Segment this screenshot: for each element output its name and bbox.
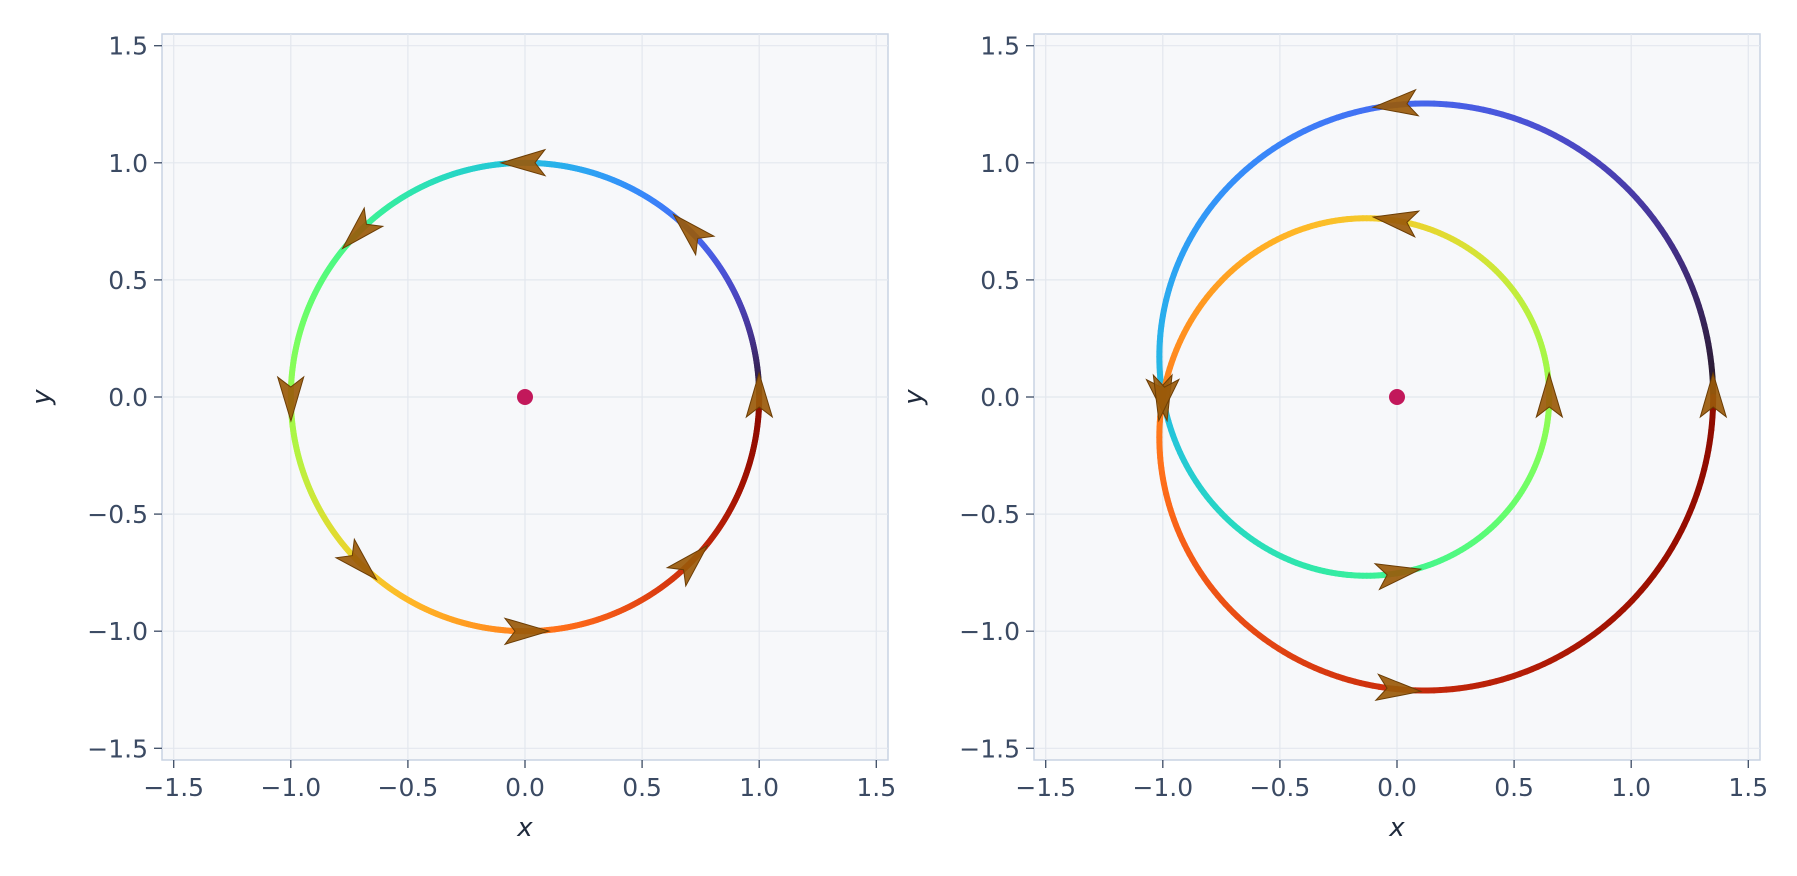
x-tick-label: 0.0 bbox=[1377, 773, 1417, 802]
y-axis-label: y bbox=[27, 389, 57, 406]
center-point bbox=[517, 389, 533, 405]
direction-arrows bbox=[276, 148, 774, 646]
x-tick-label: −1.5 bbox=[143, 773, 204, 802]
x-tick-label: 1.0 bbox=[1611, 773, 1651, 802]
x-tick-label: 0.5 bbox=[1494, 773, 1534, 802]
y-tick-label: −0.5 bbox=[959, 500, 1020, 529]
y-tick-label: 0.0 bbox=[108, 383, 148, 412]
chart-panel-right: −1.5 −1.0 −0.5 0.0 0.5 1.0 1.5 −1.5 −1.0 −0.5 0.0 0… bbox=[899, 32, 1768, 843]
direction-arrow bbox=[672, 213, 716, 257]
y-tick-label: 1.0 bbox=[108, 149, 148, 178]
y-tick-label: 0.5 bbox=[108, 266, 148, 295]
x-tick-label: −1.0 bbox=[260, 773, 321, 802]
direction-arrow bbox=[745, 371, 774, 419]
y-tick-label: 1.5 bbox=[108, 32, 148, 61]
y-tick-label: −1.0 bbox=[959, 617, 1020, 646]
direction-arrow bbox=[499, 148, 547, 177]
y-tick-label: 0.5 bbox=[980, 266, 1020, 295]
x-tick-label: 1.0 bbox=[739, 773, 779, 802]
x-axis-label: x bbox=[1388, 813, 1405, 843]
y-axis-label: y bbox=[899, 389, 929, 406]
y-tick-label: −0.5 bbox=[87, 500, 148, 529]
direction-arrow bbox=[341, 206, 385, 250]
chart-panel-left: −1.5 −1.0 −0.5 0.0 0.5 1.0 1.5 −1.5 −1.0 −0.5 0.0 0… bbox=[27, 32, 896, 843]
y-tick-label: −1.5 bbox=[959, 734, 1020, 763]
direction-arrow bbox=[503, 617, 551, 646]
direction-arrow bbox=[276, 375, 305, 423]
x-axis-label: x bbox=[516, 813, 533, 843]
direction-arrow bbox=[1371, 88, 1420, 117]
x-tick-label: 0.0 bbox=[505, 773, 545, 802]
x-tick-label: −1.5 bbox=[1015, 773, 1076, 802]
x-tick-label: 1.5 bbox=[1728, 773, 1768, 802]
direction-arrow bbox=[334, 537, 378, 581]
direction-arrow bbox=[1374, 673, 1423, 702]
direction-arrow bbox=[1371, 210, 1421, 238]
direction-arrow bbox=[665, 544, 709, 588]
x-tick-label: 0.5 bbox=[622, 773, 662, 802]
y-tick-label: 1.5 bbox=[980, 32, 1020, 61]
center-point bbox=[1389, 389, 1405, 405]
x-tick-label: −0.5 bbox=[378, 773, 439, 802]
y-tick-label: −1.0 bbox=[87, 617, 148, 646]
y-tick-label: 1.0 bbox=[980, 149, 1020, 178]
x-tick-label: −1.0 bbox=[1132, 773, 1193, 802]
direction-arrow bbox=[1699, 371, 1728, 419]
x-tick-label: 1.5 bbox=[856, 773, 896, 802]
direction-arrows bbox=[1145, 88, 1728, 702]
direction-arrow bbox=[1152, 373, 1181, 423]
direction-arrow bbox=[1373, 563, 1423, 591]
y-tick-label: −1.5 bbox=[87, 734, 148, 763]
x-tick-label: −0.5 bbox=[1250, 773, 1311, 802]
direction-arrow bbox=[1535, 371, 1564, 419]
y-tick-label: 0.0 bbox=[980, 383, 1020, 412]
